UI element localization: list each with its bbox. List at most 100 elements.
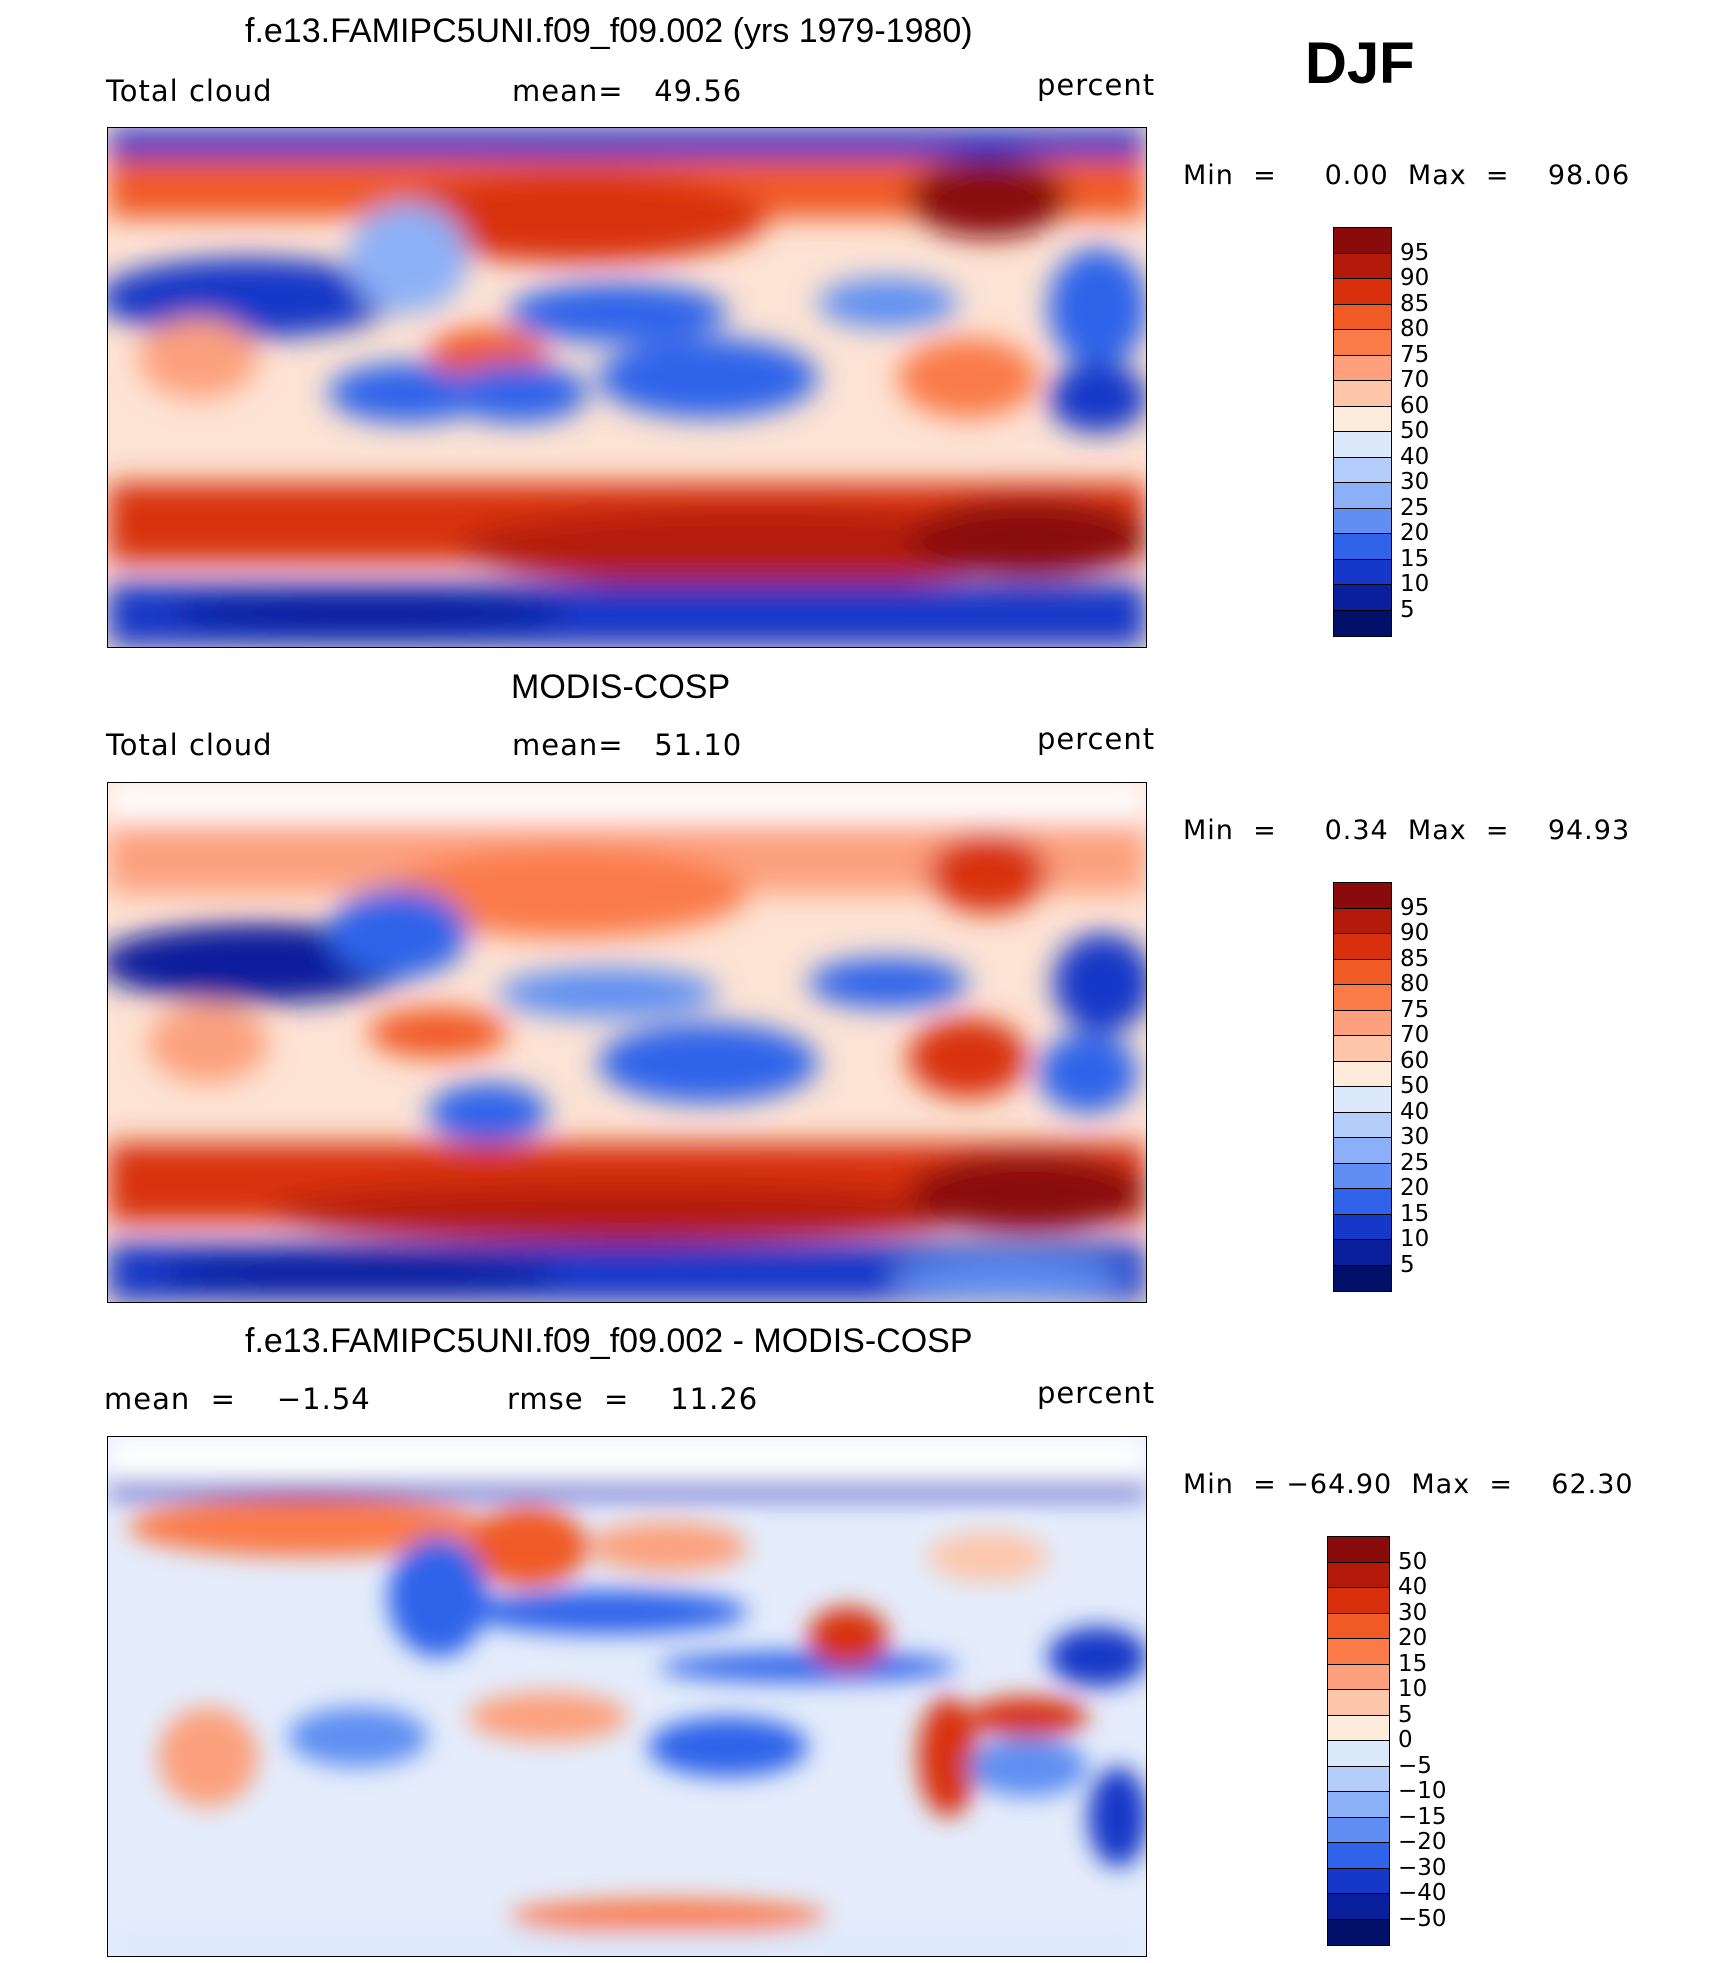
colorbar-swatch (1334, 1010, 1391, 1036)
colorbar-tick-label: 60 (1400, 1047, 1430, 1074)
colorbar-tick-label: 70 (1400, 367, 1430, 393)
colorbar-tick-label: 90 (1400, 920, 1430, 946)
colorbar-swatch (1334, 1189, 1391, 1215)
colorbar-tick-label: −30 (1398, 1854, 1447, 1881)
colorbar-swatch (1328, 1690, 1389, 1716)
panel-3-mean-label: mean = −1.54 (104, 1382, 371, 1416)
colorbar-swatch (1334, 508, 1391, 534)
colorbar-tick-label: 50 (1400, 418, 1430, 444)
colorbar-swatch (1334, 959, 1391, 985)
panel-1-variable-label: Total cloud (106, 74, 273, 108)
colorbar-tick-label: 95 (1400, 239, 1430, 266)
colorbar-swatch (1334, 934, 1391, 960)
colorbar-tick-label: −15 (1398, 1803, 1447, 1830)
colorbar-swatch (1328, 1843, 1389, 1869)
colorbar-tick-label: 5 (1400, 1251, 1415, 1278)
colorbar-tick-label: 40 (1400, 443, 1430, 470)
panel-1-colorbar-swatches (1333, 227, 1392, 637)
panel-2-variable-label: Total cloud (106, 728, 273, 762)
colorbar-swatch (1334, 432, 1391, 458)
colorbar-swatch (1328, 1588, 1389, 1614)
colorbar-tick-label: 30 (1400, 469, 1430, 495)
panel-2-minmax: Min = 0.34 Max = 94.93 (1183, 815, 1631, 846)
panel-1-map (107, 127, 1147, 648)
panel-2-mean-label: mean= 51.10 (512, 728, 743, 762)
colorbar-swatch (1334, 330, 1391, 356)
colorbar-tick-label: 10 (1398, 1676, 1428, 1702)
colorbar-tick-label: 10 (1400, 1226, 1430, 1252)
colorbar-swatch (1334, 1265, 1391, 1291)
panel-1-units-label: percent (1037, 68, 1156, 102)
colorbar-swatch (1334, 355, 1391, 381)
colorbar-swatch (1334, 406, 1391, 432)
colorbar-swatch (1328, 1741, 1389, 1767)
colorbar-tick-label: 0 (1398, 1727, 1413, 1753)
colorbar-swatch (1334, 279, 1391, 305)
colorbar-swatch (1334, 1087, 1391, 1113)
colorbar-swatch (1334, 228, 1391, 254)
colorbar-tick-label: −20 (1398, 1829, 1447, 1855)
colorbar-tick-label: 60 (1400, 392, 1430, 419)
colorbar-swatch (1334, 985, 1391, 1011)
panel-2-units-label: percent (1037, 722, 1156, 756)
colorbar-swatch (1328, 1664, 1389, 1690)
panel-2-title: MODIS-COSP (511, 668, 731, 706)
panel-3-title: f.e13.FAMIPC5UNI.f09_f09.002 - MODIS-COS… (245, 1322, 973, 1360)
colorbar-swatch (1328, 1817, 1389, 1843)
colorbar-swatch (1328, 1919, 1389, 1945)
colorbar-swatch (1334, 610, 1391, 636)
colorbar-swatch (1328, 1715, 1389, 1741)
panel-3-rmse-label: rmse = 11.26 (507, 1382, 759, 1416)
colorbar-tick-label: 40 (1398, 1574, 1428, 1600)
colorbar-swatch (1334, 253, 1391, 279)
panel-3-map (107, 1436, 1147, 1957)
colorbar-tick-label: 30 (1398, 1599, 1428, 1626)
colorbar-tick-label: 20 (1400, 1175, 1430, 1201)
colorbar-swatch (1334, 585, 1391, 611)
panel-2-colorbar-swatches (1333, 882, 1392, 1292)
colorbar-tick-label: −10 (1398, 1778, 1447, 1804)
colorbar-tick-label: −5 (1398, 1752, 1432, 1779)
colorbar-swatch (1328, 1792, 1389, 1818)
colorbar-swatch (1334, 1163, 1391, 1189)
colorbar-swatch (1328, 1766, 1389, 1792)
colorbar-swatch (1334, 457, 1391, 483)
colorbar-tick-label: 25 (1400, 1149, 1430, 1176)
colorbar-tick-label: −40 (1398, 1880, 1447, 1906)
colorbar-tick-label: 85 (1400, 945, 1430, 972)
colorbar-tick-label: −50 (1398, 1905, 1447, 1932)
panel-3-colorbar-swatches (1327, 1536, 1390, 1946)
colorbar-tick-label: 15 (1400, 545, 1430, 572)
colorbar-tick-label: 70 (1400, 1022, 1430, 1048)
panel-3-units-label: percent (1037, 1376, 1156, 1410)
panel-1-title: f.e13.FAMIPC5UNI.f09_f09.002 (yrs 1979-1… (245, 12, 973, 50)
colorbar-swatch (1334, 1061, 1391, 1087)
colorbar-tick-label: 40 (1400, 1098, 1430, 1125)
colorbar-swatch (1334, 559, 1391, 585)
colorbar-swatch (1334, 381, 1391, 407)
panel-1-mean-label: mean= 49.56 (512, 74, 743, 108)
colorbar-tick-label: 95 (1400, 894, 1430, 921)
colorbar-tick-label: 5 (1400, 596, 1415, 623)
colorbar-tick-label: 15 (1398, 1650, 1428, 1677)
colorbar-swatch (1334, 1214, 1391, 1240)
colorbar-tick-label: 50 (1398, 1548, 1428, 1575)
colorbar-swatch (1334, 483, 1391, 509)
colorbar-swatch (1334, 1036, 1391, 1062)
colorbar-swatch (1334, 1138, 1391, 1164)
colorbar-swatch (1328, 1894, 1389, 1920)
colorbar-tick-label: 20 (1398, 1625, 1428, 1651)
panel-1-minmax: Min = 0.00 Max = 98.06 (1183, 160, 1631, 191)
colorbar-swatch (1334, 534, 1391, 560)
colorbar-swatch (1328, 1537, 1389, 1563)
panel-3-minmax: Min = −64.90 Max = 62.30 (1183, 1469, 1634, 1500)
colorbar-swatch (1334, 883, 1391, 909)
colorbar-tick-label: 10 (1400, 571, 1430, 597)
colorbar-tick-label: 15 (1400, 1200, 1430, 1227)
colorbar-tick-label: 30 (1400, 1124, 1430, 1150)
colorbar-tick-label: 85 (1400, 290, 1430, 317)
colorbar-tick-label: 50 (1400, 1073, 1430, 1099)
colorbar-tick-label: 80 (1400, 971, 1430, 997)
colorbar-tick-label: 80 (1400, 316, 1430, 342)
colorbar-swatch (1328, 1639, 1389, 1665)
